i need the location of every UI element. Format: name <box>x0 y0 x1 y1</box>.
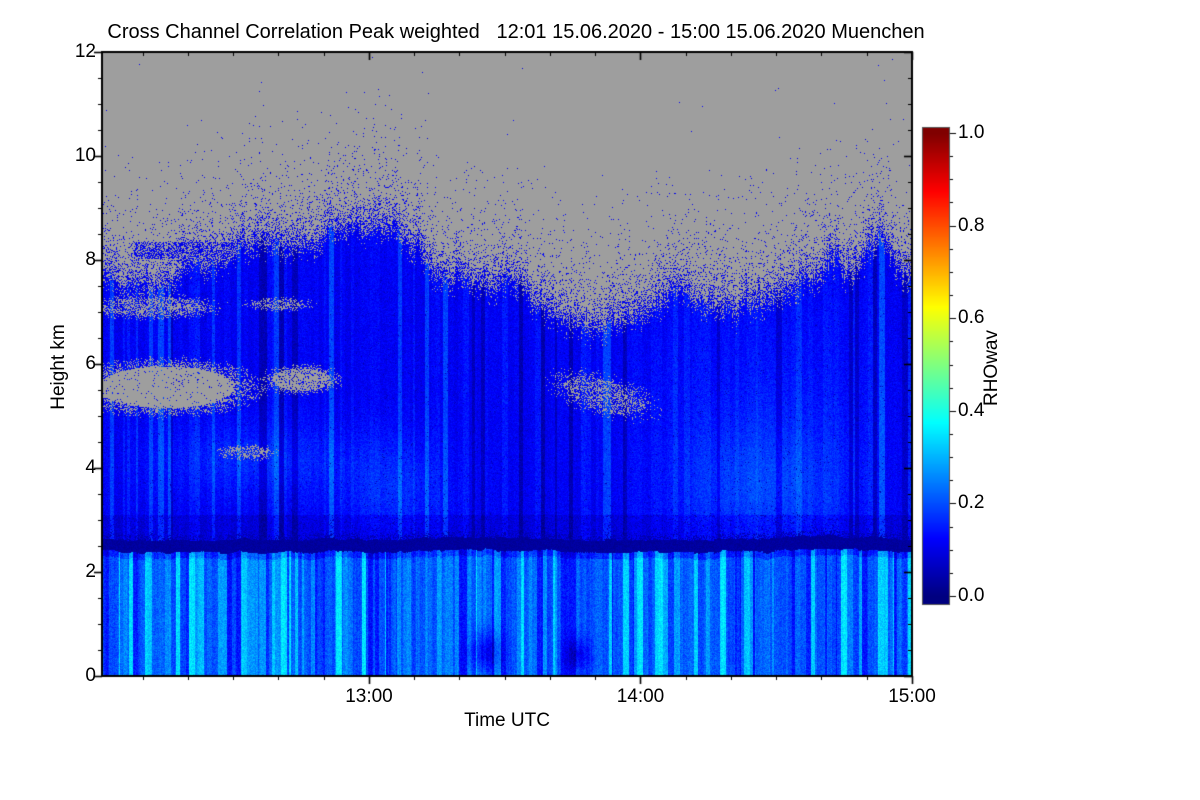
chart-title: Cross Channel Correlation Peak weighted … <box>107 21 925 43</box>
colorbar-tick-label: 0.2 <box>958 492 985 514</box>
y-tick-label: 0 <box>85 665 96 686</box>
colorbar-tick-label: 1.0 <box>958 122 985 143</box>
y-tick-label: 8 <box>85 249 96 270</box>
colorbar-region <box>922 127 950 605</box>
heatmap-region <box>102 52 912 676</box>
colorbar-tick-label: 0.8 <box>958 214 985 236</box>
colorbar-tick-label: 0.4 <box>958 399 985 421</box>
x-tick-label: 13:00 <box>345 686 393 707</box>
y-tick-label: 4 <box>85 457 96 478</box>
x-tick-label: 14:00 <box>616 686 665 707</box>
y-tick-label: 6 <box>85 353 96 374</box>
colorbar-tick-label: 0.0 <box>958 585 985 606</box>
colorbar-tick-label: 0.6 <box>958 307 985 329</box>
y-tick-label: 12 <box>74 41 96 62</box>
x-tick-label: 15:00 <box>888 686 936 707</box>
y-tick-label: 10 <box>74 145 96 166</box>
x-axis-label: Time UTC <box>464 710 550 731</box>
y-tick-label: 2 <box>85 561 96 582</box>
